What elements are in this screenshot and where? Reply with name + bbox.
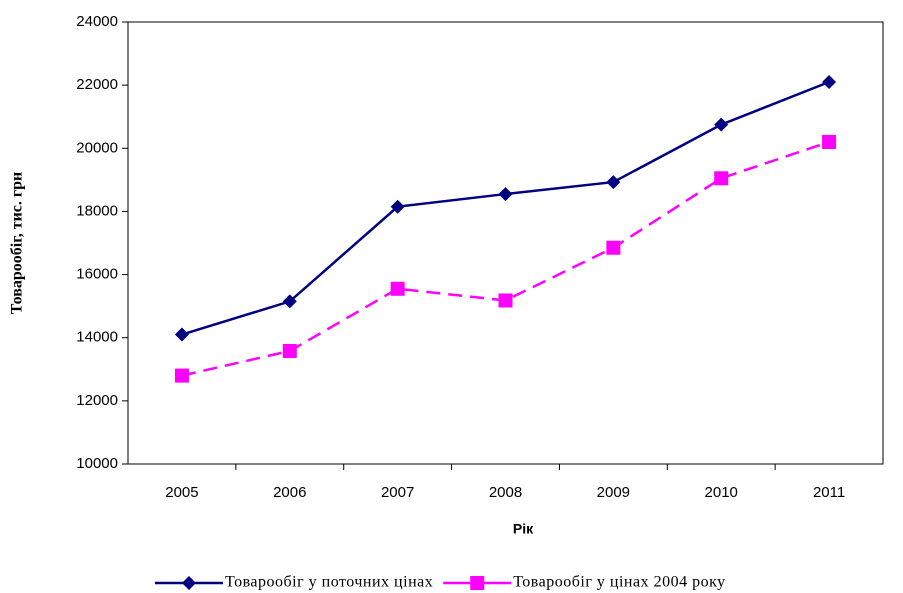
legend-marker [470,576,485,590]
y-tick-label: 10000 [76,455,118,472]
data-point [498,187,513,202]
data-point [174,327,189,342]
series-line [181,140,830,377]
x-tick-label: 2009 [597,484,630,501]
y-tick-label: 20000 [76,139,118,156]
data-point [606,240,621,255]
data-point [390,199,405,214]
plot-area [127,21,884,465]
data-point [822,134,837,149]
y-axis-title: Товарообіг, тис. грн [9,172,26,315]
y-tick-label: 18000 [76,202,118,219]
data-point [282,343,297,358]
y-tick-label: 14000 [76,329,118,346]
legend-label: Товарообіг у цінах 2004 року [513,574,725,591]
data-point [174,368,189,383]
data-point [390,281,405,296]
x-tick-label: 2007 [381,484,414,501]
y-tick-label: 22000 [76,76,118,93]
data-point [714,171,729,186]
data-point [822,74,837,89]
x-tick-label: 2011 [813,484,845,501]
data-point [606,175,621,190]
y-tick-label: 24000 [76,13,118,30]
x-tick-label: 2005 [165,484,198,501]
y-tick-label: 12000 [76,392,118,409]
data-point [282,294,297,309]
data-point [714,117,729,132]
y-tick-label: 16000 [76,266,118,283]
x-tick-label: 2008 [489,484,522,501]
x-tick-label: 2006 [273,484,306,501]
x-axis-title: Рік [513,521,534,537]
x-tick-label: 2010 [705,484,738,501]
legend-label: Товарообіг у поточних цінах [225,574,433,591]
data-point [498,293,513,308]
legend-marker [182,576,196,590]
